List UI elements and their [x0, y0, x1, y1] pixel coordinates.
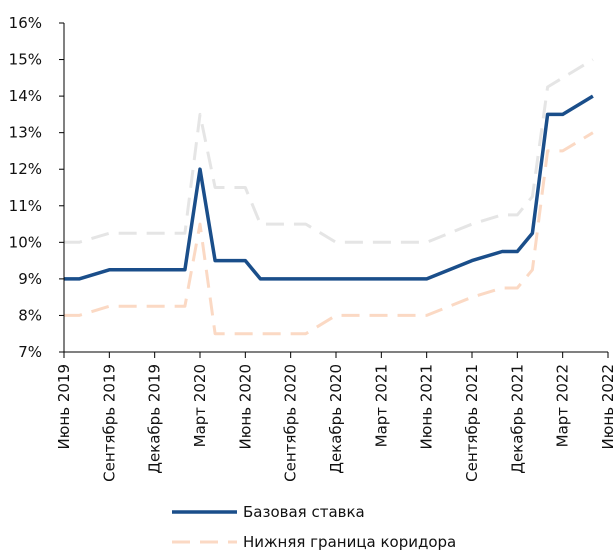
- y-tick-label: 14%: [9, 87, 42, 105]
- x-tick-label: Сентябрь 2019: [100, 364, 118, 482]
- y-tick-label: 16%: [9, 14, 42, 32]
- x-tick-label: Сентябрь 2020: [282, 364, 300, 482]
- x-tick-label: Март 2020: [191, 364, 209, 447]
- y-tick-label: 12%: [9, 160, 42, 178]
- legend: Базовая ставка Нижняя граница коридора: [172, 503, 456, 550]
- x-tick-label: Сентябрь 2021: [463, 364, 481, 482]
- legend-label-1: Нижняя граница коридора: [243, 533, 456, 550]
- series-layer: [64, 58, 594, 336]
- axes-layer: 7% 8% 9% 10% 11% 12% 13% 14% 15% 16% Июнь 2019 Сент…: [9, 14, 616, 482]
- x-tick-label: Декабрь 2021: [508, 364, 526, 474]
- x-tick-label: Июнь 2019: [55, 364, 73, 449]
- y-tick-label: 11%: [9, 197, 42, 215]
- legend-label-0: Базовая ставка: [243, 503, 365, 521]
- x-tick-label: Декабрь 2020: [327, 364, 345, 474]
- y-tick-label: 15%: [9, 51, 42, 69]
- x-tick-label: Декабрь 2019: [146, 364, 164, 474]
- x-tick-label: Июнь 2021: [418, 364, 436, 449]
- x-tick-label: Март 2021: [372, 364, 390, 447]
- series-line-2: [64, 58, 594, 244]
- y-tick-label: 10%: [9, 233, 42, 251]
- series-line-0: [64, 94, 594, 281]
- x-tick-label: Июнь 2020: [236, 364, 254, 449]
- y-tick-label: 7%: [18, 343, 42, 361]
- x-tick-label: Март 2022: [554, 364, 572, 447]
- x-tick-label: Июнь 2022: [599, 364, 616, 449]
- series-line-1: [64, 131, 594, 336]
- y-tick-label: 13%: [9, 124, 42, 142]
- y-tick-label: 8%: [18, 306, 42, 324]
- y-tick-label: 9%: [18, 270, 42, 288]
